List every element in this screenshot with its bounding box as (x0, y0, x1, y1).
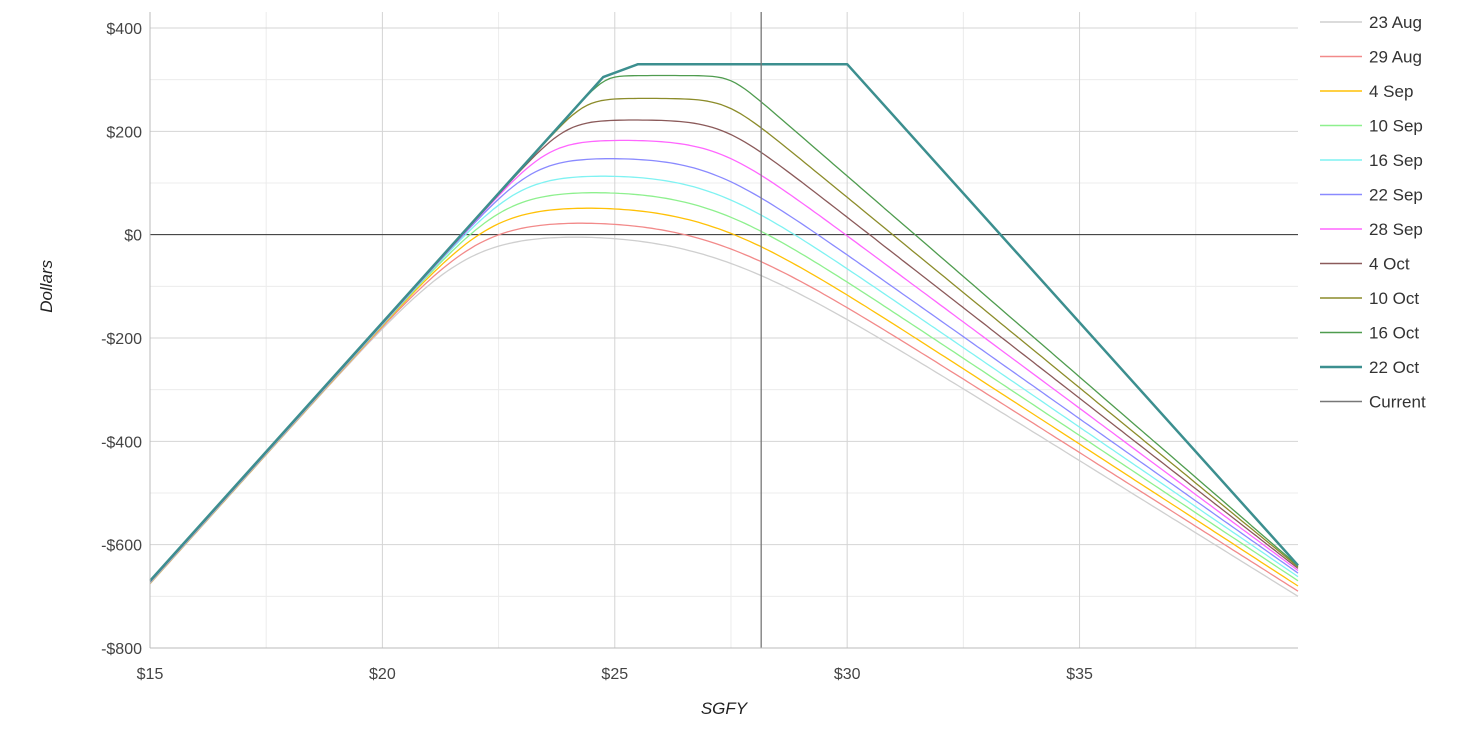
y-axis-title: Dollars (37, 259, 56, 312)
legend-item[interactable]: 16 Oct (1320, 324, 1419, 343)
series-line-29-aug (149, 222, 1299, 592)
legend-item[interactable]: 23 Aug (1320, 13, 1422, 32)
legend-item[interactable]: Current (1320, 393, 1426, 412)
legend: 23 Aug 29 Aug 4 Sep 10 Sep 16 Sep 22 Sep 28 Se… (1320, 13, 1426, 412)
series-line-28-sep (149, 139, 1299, 583)
series-line-16-oct (149, 74, 1299, 582)
legend-label: 29 Aug (1369, 48, 1422, 67)
legend-label: 4 Oct (1369, 255, 1410, 274)
tick-labels: $15 $20 $25 $30 $35 $400 $200 $0 -$200 -$400 -$600… (101, 21, 1093, 683)
legend-label: 22 Oct (1369, 358, 1419, 377)
series-line-22-oct (149, 62, 1299, 582)
legend-item[interactable]: 4 Oct (1320, 255, 1410, 274)
x-tick-label: $20 (369, 666, 396, 683)
legend-item[interactable]: 22 Oct (1320, 358, 1419, 377)
series-line-10-oct (149, 97, 1299, 582)
y-tick-label: -$800 (101, 641, 142, 658)
minor-gridlines (150, 12, 1298, 648)
x-tick-label: $15 (137, 666, 164, 683)
x-tick-label: $35 (1066, 666, 1093, 683)
legend-item[interactable]: 10 Oct (1320, 289, 1419, 308)
legend-label: Current (1369, 393, 1426, 412)
axes (149, 12, 1298, 649)
y-tick-label: -$600 (101, 538, 142, 555)
legend-item[interactable]: 10 Sep (1320, 117, 1423, 136)
legend-label: 16 Sep (1369, 151, 1423, 170)
series-line-16-sep (149, 175, 1299, 584)
major-gridlines (149, 12, 1298, 649)
legend-label: 10 Sep (1369, 117, 1423, 136)
x-tick-label: $25 (601, 666, 628, 683)
legend-label: 23 Aug (1369, 13, 1422, 32)
legend-item[interactable]: 22 Sep (1320, 186, 1423, 205)
series-layer (149, 62, 1299, 597)
series-line-22-sep (149, 158, 1299, 583)
legend-label: 16 Oct (1369, 324, 1419, 343)
legend-label: 10 Oct (1369, 289, 1419, 308)
y-tick-label: $0 (124, 228, 142, 245)
y-tick-label: -$400 (101, 434, 142, 451)
legend-item[interactable]: 4 Sep (1320, 82, 1413, 101)
legend-label: 4 Sep (1369, 82, 1413, 101)
legend-item[interactable]: 29 Aug (1320, 48, 1422, 67)
legend-label: 22 Sep (1369, 186, 1423, 205)
y-tick-label: $200 (106, 124, 142, 141)
x-axis-title: SGFY (701, 699, 749, 718)
y-tick-label: $400 (106, 21, 142, 38)
legend-label: 28 Sep (1369, 220, 1423, 239)
legend-item[interactable]: 28 Sep (1320, 220, 1423, 239)
y-tick-label: -$200 (101, 331, 142, 348)
series-line-4-oct (149, 119, 1299, 583)
legend-item[interactable]: 16 Sep (1320, 151, 1423, 170)
series-line-4-sep (149, 207, 1299, 587)
x-tick-label: $30 (834, 666, 861, 683)
